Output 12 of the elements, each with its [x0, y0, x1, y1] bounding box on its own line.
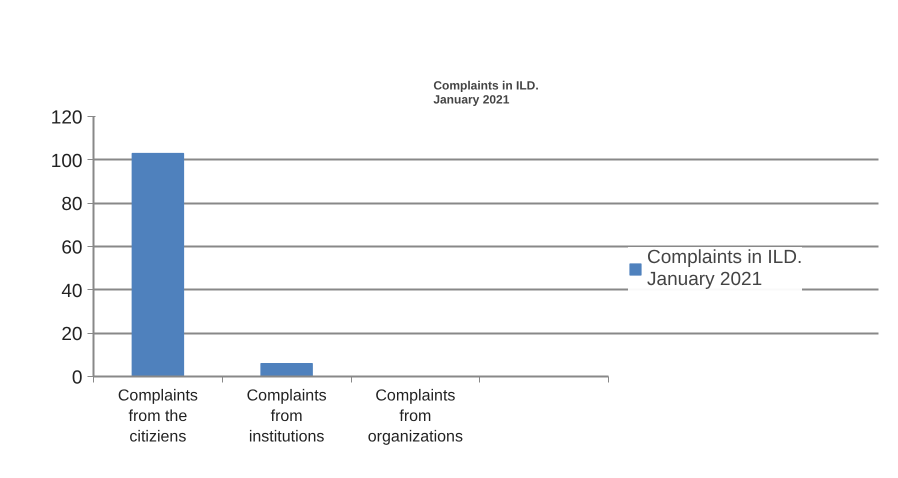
x-tick-label: Complaints from the citiziens [118, 388, 198, 446]
y-tick-label: 0 [72, 368, 83, 388]
y-tick-label: 100 [50, 150, 82, 172]
y-tick-label: 20 [61, 324, 83, 346]
legend-label: Complaints in ILD. January 2021 [647, 247, 802, 291]
y-tick-label: 60 [61, 238, 83, 258]
y-tick-label: 40 [61, 280, 83, 302]
chart-title: Complaints in ILD. January 2021 [433, 78, 539, 106]
x-tick-label: Complaints from institutions [246, 388, 327, 446]
x-tick-label: Complaints from organizations [368, 388, 463, 446]
y-tick-label: 80 [61, 194, 83, 216]
y-tick-label: 120 [50, 108, 82, 128]
